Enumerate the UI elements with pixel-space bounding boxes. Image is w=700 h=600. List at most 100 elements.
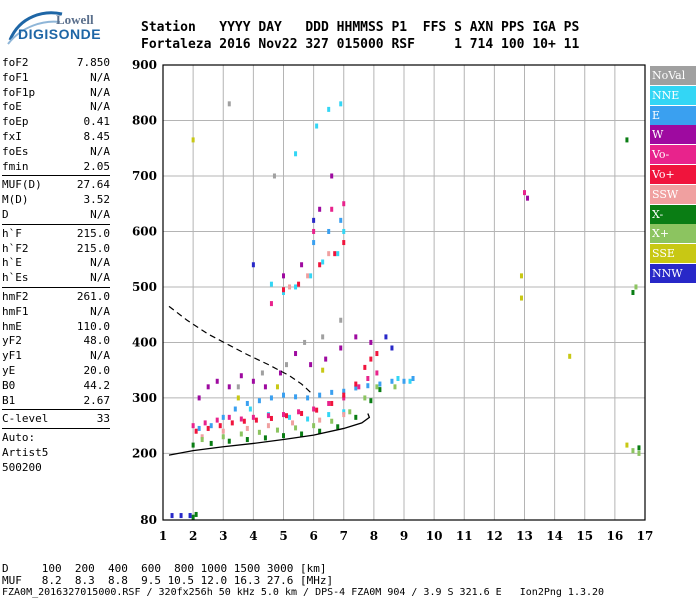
param-row: D N/A bbox=[2, 208, 110, 223]
point-sse bbox=[275, 384, 279, 390]
param-value: 33 bbox=[96, 412, 110, 426]
x-tick-label: 11 bbox=[456, 529, 473, 543]
point-w bbox=[300, 262, 304, 268]
param-name: foF1p bbox=[2, 85, 36, 99]
point-nne bbox=[408, 378, 412, 384]
point-x- bbox=[625, 137, 629, 143]
param-name: M(D) bbox=[2, 193, 29, 207]
footer-muf-row: MUF 8.2 8.3 8.8 9.5 10.5 12.0 16.3 27.6 … bbox=[2, 574, 334, 587]
point-e bbox=[269, 395, 273, 401]
param-value: 215.0 bbox=[76, 241, 110, 255]
point-w bbox=[263, 384, 267, 390]
point-vo- bbox=[333, 251, 337, 257]
param-row: foF1 N/A bbox=[2, 71, 110, 86]
point-vo- bbox=[300, 410, 304, 416]
point-noval bbox=[303, 339, 307, 345]
param-name: yE bbox=[2, 363, 16, 377]
logo-line1: Lowell bbox=[56, 12, 94, 27]
point-e bbox=[245, 400, 249, 406]
param-value: 48.0 bbox=[83, 334, 111, 348]
point-nne bbox=[294, 151, 298, 157]
point-x- bbox=[354, 414, 358, 420]
point-x- bbox=[191, 514, 195, 520]
x-tick-label: 4 bbox=[249, 529, 257, 543]
param-row: foF2 7.850 bbox=[2, 56, 110, 71]
point-sse bbox=[625, 442, 629, 448]
point-w bbox=[206, 384, 210, 390]
param-row: yE 20.0 bbox=[2, 364, 110, 379]
point-e bbox=[378, 381, 382, 387]
point-ssw bbox=[318, 417, 322, 423]
param-separator bbox=[2, 223, 110, 225]
param-row: foEs N/A bbox=[2, 145, 110, 160]
param-value: 27.64 bbox=[76, 178, 110, 192]
point-vo- bbox=[523, 190, 526, 196]
point-sse bbox=[191, 137, 195, 143]
point-x- bbox=[393, 384, 397, 390]
point-w bbox=[324, 356, 328, 362]
x-tick-label: 10 bbox=[426, 529, 443, 543]
param-row: MUF(D) 27.64 bbox=[2, 178, 110, 193]
y-tick-label: 300 bbox=[132, 391, 157, 405]
y-tick-label: 900 bbox=[132, 58, 157, 72]
point-e bbox=[197, 425, 201, 431]
y-tick-label: 800 bbox=[132, 113, 157, 127]
param-name: foE bbox=[2, 100, 22, 114]
chart-curves bbox=[168, 305, 371, 456]
param-value: 2.05 bbox=[83, 159, 111, 173]
point-nne bbox=[321, 259, 325, 265]
logo-swoosh-icon bbox=[7, 11, 63, 45]
point-nne bbox=[336, 251, 340, 257]
point-sse bbox=[519, 295, 523, 301]
point-nne bbox=[396, 376, 400, 382]
x-tick-label: 15 bbox=[576, 529, 593, 543]
point-x- bbox=[245, 437, 249, 443]
point-x- bbox=[330, 418, 334, 424]
autoscaler-line3: 500200 bbox=[2, 460, 42, 474]
param-row: foEp 0.41 bbox=[2, 115, 110, 130]
param-row: fmin 2.05 bbox=[2, 160, 110, 175]
point-e bbox=[257, 398, 261, 404]
point-e bbox=[282, 392, 285, 398]
point-w bbox=[294, 351, 298, 357]
param-value: 44.2 bbox=[83, 378, 111, 392]
point-x- bbox=[294, 425, 298, 431]
point-x- bbox=[369, 398, 373, 404]
point-x- bbox=[282, 433, 285, 439]
legend-item-noval: NoVal bbox=[650, 66, 696, 85]
x-tick-label: 7 bbox=[340, 529, 348, 543]
point-vo- bbox=[312, 228, 316, 234]
point-vo- bbox=[227, 414, 231, 420]
point-w bbox=[354, 334, 358, 340]
x-tick-label: 1 bbox=[159, 529, 167, 543]
param-row: B0 44.2 bbox=[2, 379, 110, 394]
point-nne bbox=[248, 406, 252, 412]
y-tick-label: 500 bbox=[132, 280, 157, 294]
point-vo- bbox=[285, 413, 289, 419]
point-e bbox=[233, 406, 237, 412]
param-name: hmF1 bbox=[2, 304, 29, 318]
point-vo- bbox=[327, 400, 331, 406]
point-e bbox=[330, 389, 334, 395]
point-e bbox=[312, 240, 316, 246]
point-x- bbox=[378, 387, 382, 393]
param-row: foE N/A bbox=[2, 100, 110, 115]
chart-points bbox=[170, 101, 641, 520]
point-noval bbox=[339, 317, 343, 323]
point-x- bbox=[318, 428, 322, 434]
point-w bbox=[278, 370, 282, 376]
point-sse bbox=[519, 273, 523, 279]
y-tick-label: 200 bbox=[132, 446, 157, 460]
point-vo- bbox=[282, 287, 285, 293]
legend-item-vo-: Vo- bbox=[650, 145, 696, 165]
point-nne bbox=[282, 290, 285, 295]
point-x- bbox=[239, 431, 243, 437]
param-row: hmF1 N/A bbox=[2, 305, 110, 320]
header-row2: Fortaleza 2016 Nov22 327 015000 RSF 1 71… bbox=[141, 37, 580, 52]
x-tick-label: 2 bbox=[189, 529, 197, 543]
point-ssw bbox=[200, 434, 204, 440]
point-w bbox=[330, 173, 334, 179]
point-vo- bbox=[342, 392, 346, 398]
point-x- bbox=[263, 435, 267, 441]
param-name: yF2 bbox=[2, 334, 22, 348]
